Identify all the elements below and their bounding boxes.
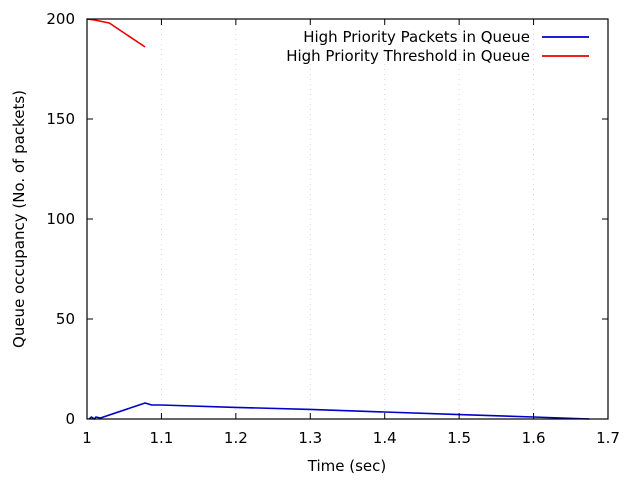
y-tick-label: 100 [46, 210, 75, 228]
x-tick-label: 1.6 [522, 429, 546, 447]
axis-ticks [86, 18, 609, 420]
x-tick-label: 1 [82, 429, 92, 447]
y-tick-label: 200 [46, 10, 75, 28]
x-tick-label: 1.2 [224, 429, 248, 447]
series-line-2 [86, 18, 146, 48]
plot-frame [86, 18, 609, 420]
x-tick-labels: 1 1.1 1.2 1.3 1.4 1.5 1.6 1.7 [82, 429, 620, 447]
x-tick-label: 1.5 [447, 429, 471, 447]
y-tick-label: 50 [56, 310, 75, 328]
x-tick-label: 1.3 [298, 429, 322, 447]
legend-label-1: High Priority Packets in Queue [303, 28, 530, 46]
series-line-1 [88, 402, 590, 420]
x-tick-label: 1.1 [149, 429, 173, 447]
grid [161, 19, 534, 419]
series-layer [86, 18, 590, 420]
x-axis-label: Time (sec) [307, 457, 386, 475]
x-tick-label: 1.4 [373, 429, 397, 447]
y-tick-label: 0 [65, 410, 75, 428]
legend-label-2: High Priority Threshold in Queue [286, 47, 530, 65]
x-tick-label: 1.7 [596, 429, 620, 447]
y-tick-labels: 0 50 100 150 200 [46, 10, 75, 428]
y-axis-label: Queue occupancy (No. of packets) [10, 90, 28, 348]
y-tick-label: 150 [46, 110, 75, 128]
